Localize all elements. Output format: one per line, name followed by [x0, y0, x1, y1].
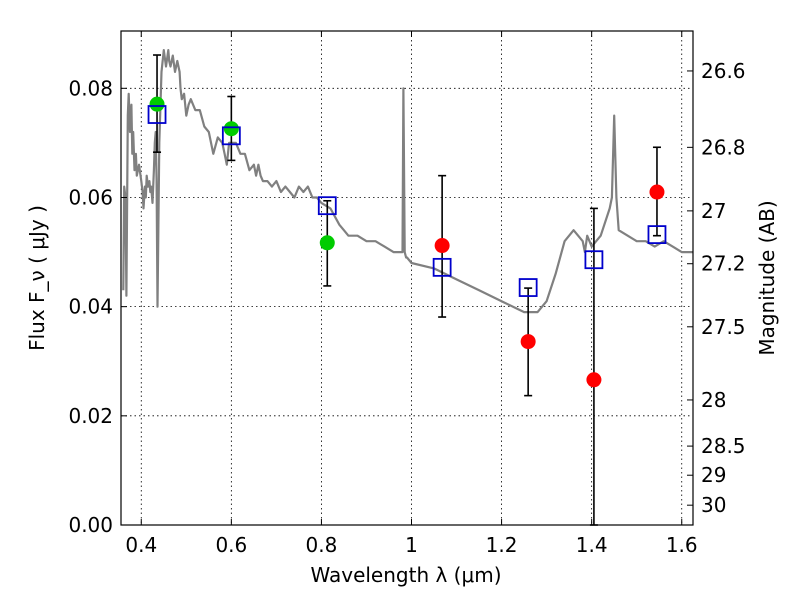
green-data-point — [319, 235, 335, 251]
y2-tick-label: 28 — [701, 388, 726, 412]
model-flux-square — [647, 225, 667, 245]
ticks — [121, 31, 693, 526]
green-data-point — [223, 121, 239, 137]
plot-frame — [120, 30, 694, 526]
model-flux-square — [317, 196, 337, 216]
red-data-point — [649, 184, 665, 200]
x-tick-label: 0.4 — [125, 533, 157, 557]
y-tick-label: 0.04 — [68, 295, 113, 319]
red-data-point — [520, 334, 536, 350]
labels: 0.4 0.6 0.8 1 1.2 1.4 1.6 0.00 0.02 0.04 0.06 0.08 2… — [68, 59, 745, 557]
y-tick-label: 0.06 — [68, 185, 113, 209]
y-tick-label: 0.02 — [68, 404, 113, 428]
y2-tick-label: 26.6 — [701, 59, 746, 83]
y2-tick-label: 29 — [701, 463, 726, 487]
model-flux-square — [147, 105, 167, 124]
y-tick-label: 0.00 — [68, 513, 113, 537]
y2-tick-label: 27.5 — [701, 315, 746, 339]
x-tick-label: 1 — [405, 533, 418, 557]
y2-tick-label: 27 — [701, 199, 726, 223]
x-tick-label: 1.4 — [576, 533, 608, 557]
y2-axis-title: Magnitude (AB) — [755, 200, 779, 355]
green-data-point — [149, 96, 165, 112]
model-flux-square — [584, 250, 604, 270]
x-tick-label: 1.6 — [666, 533, 698, 557]
y-axis-title: Flux F_ν ( μJy ) — [25, 205, 49, 351]
x-tick-label: 0.6 — [215, 533, 247, 557]
y2-tick-label: 27.2 — [701, 252, 746, 276]
red-data-point — [434, 238, 450, 254]
model-spectrum-line — [122, 49, 693, 314]
grid — [121, 31, 693, 525]
y2-tick-label: 30 — [701, 493, 726, 517]
model-flux-square — [432, 257, 452, 277]
model-flux-square — [518, 278, 538, 297]
y2-tick-label: 28.5 — [701, 434, 746, 458]
x-tick-label: 0.8 — [306, 533, 338, 557]
y2-tick-label: 26.8 — [701, 135, 746, 159]
x-axis-title: Wavelength λ (μm) — [310, 563, 501, 587]
y-tick-label: 0.08 — [68, 76, 113, 100]
red-data-point — [586, 372, 602, 388]
x-tick-label: 1.2 — [486, 533, 518, 557]
model-flux-square — [221, 126, 241, 146]
plot-area — [122, 49, 693, 526]
